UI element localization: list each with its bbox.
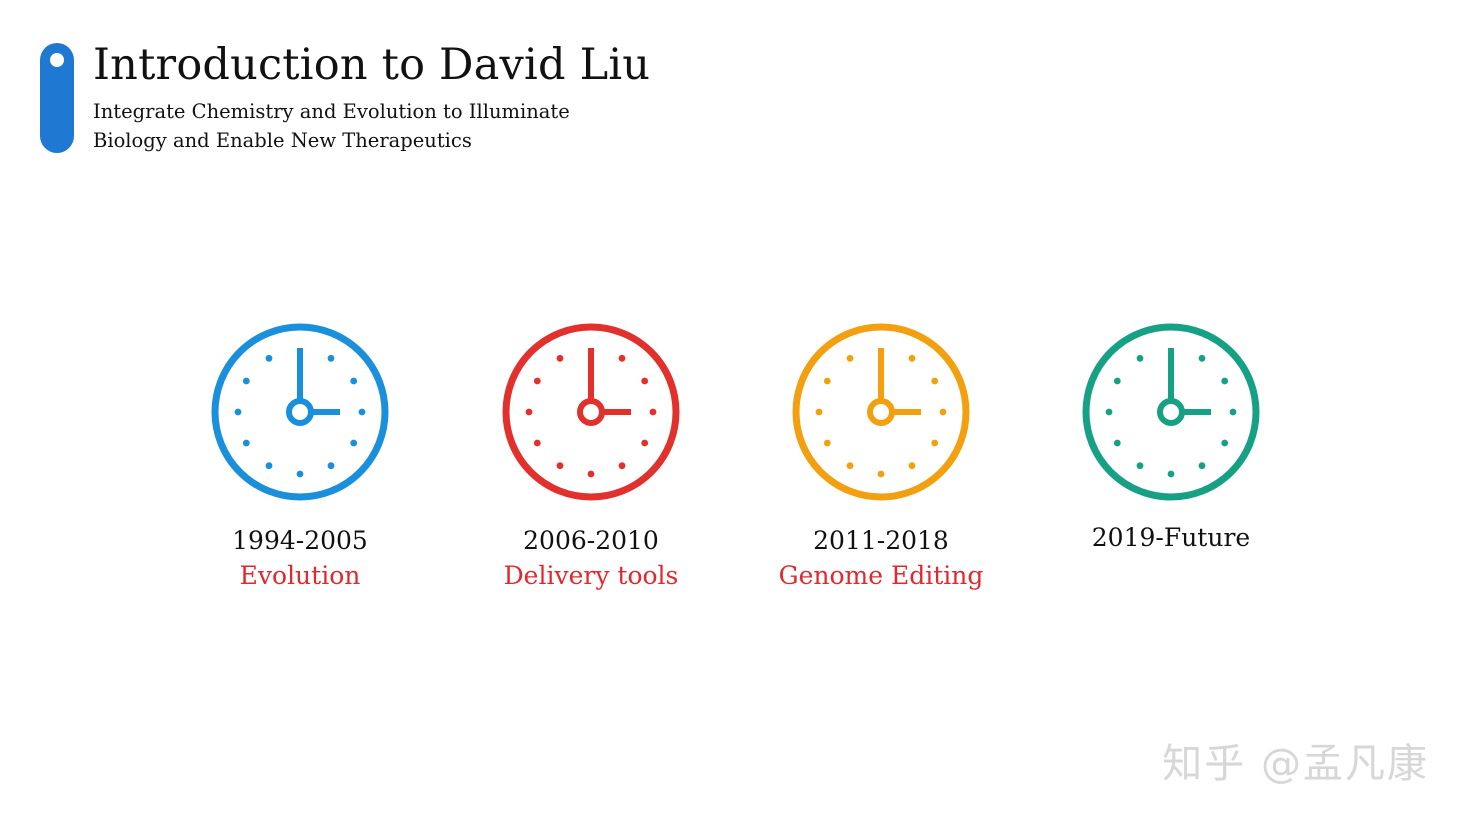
clock-hour-dot (618, 354, 626, 362)
clock-hour-dot (350, 439, 358, 447)
clock-hour-dot (265, 462, 273, 470)
clock-hour-dot (641, 377, 649, 385)
clock-icon (502, 323, 680, 501)
period-years: 2011-2018 (813, 526, 949, 555)
clock-hour-dot (1113, 377, 1121, 385)
period-years: 1994-2005 (232, 526, 368, 555)
clock-hour-dot (908, 462, 916, 470)
clock-hour-dot (556, 462, 564, 470)
clock-hour-dot (1221, 377, 1229, 385)
clock-face (792, 323, 970, 501)
clock-hour-dot (877, 470, 885, 478)
clock-hour-dot (939, 408, 947, 416)
title-pin-marker (40, 43, 74, 153)
clock-icon (792, 323, 970, 501)
pin-hole (50, 53, 64, 67)
clock-hour-dot (265, 354, 273, 362)
clock-center-pivot (577, 398, 605, 426)
clock-hour-dot (234, 408, 242, 416)
watermark-text: 知乎 @孟凡康 (1162, 741, 1429, 787)
period-years: 2019-Future (1091, 523, 1251, 552)
clock-hour-dot (525, 408, 533, 416)
clock-icon (1082, 323, 1260, 501)
clock-center-pivot (286, 398, 314, 426)
clock-hour-dot (1113, 439, 1121, 447)
clock-hour-dot (1198, 354, 1206, 362)
clock-hour-dot (846, 462, 854, 470)
clock-hour-dot (242, 377, 250, 385)
clock-hour-dot (1105, 408, 1113, 416)
clock-hour-dot (931, 377, 939, 385)
period-topic: Evolution (239, 561, 361, 590)
clock-hour-dot (1136, 462, 1144, 470)
clock-hour-dot (908, 354, 916, 362)
clock-hour-dot (327, 354, 335, 362)
clock-hour-dot (1221, 439, 1229, 447)
clock-hour-dot (1229, 408, 1237, 416)
clock-hour-dot (618, 462, 626, 470)
clock-face (211, 323, 389, 501)
clock-hour-dot (846, 354, 854, 362)
clock-hour-dot (1198, 462, 1206, 470)
subtitle-line-2: Biology and Enable New Therapeutics (93, 129, 472, 152)
clock-hour-dot (358, 408, 366, 416)
clock-icon (211, 323, 389, 501)
clock-hour-dot (242, 439, 250, 447)
period-years: 2006-2010 (523, 526, 659, 555)
clock-hour-dot (1167, 470, 1175, 478)
clock-face (502, 323, 680, 501)
clock-hour-dot (931, 439, 939, 447)
clock-hour-dot (556, 354, 564, 362)
clock-center-pivot (867, 398, 895, 426)
clock-hour-dot (296, 470, 304, 478)
timeline-item-4: 2019-Future (1026, 320, 1316, 555)
clock-hour-dot (587, 470, 595, 478)
clock-hour-dot (823, 377, 831, 385)
timeline-item-3: 2011-2018 Genome Editing (736, 320, 1026, 594)
clock-hour-dot (350, 377, 358, 385)
clock-hour-dot (533, 377, 541, 385)
timeline-item-1: 1994-2005 Evolution (155, 320, 445, 594)
clock-hour-dot (823, 439, 831, 447)
subtitle-line-1: Integrate Chemistry and Evolution to Ill… (93, 100, 570, 123)
period-topic: Delivery tools (503, 561, 679, 590)
clock-face (1082, 323, 1260, 501)
period-topic: Genome Editing (778, 561, 984, 590)
clock-hour-dot (533, 439, 541, 447)
clock-hour-dot (327, 462, 335, 470)
clock-center-pivot (1157, 398, 1185, 426)
clock-hour-dot (649, 408, 657, 416)
page-title: Introduction to David Liu (93, 40, 651, 90)
clock-hour-dot (641, 439, 649, 447)
page-subtitle: Integrate Chemistry and Evolution to Ill… (93, 97, 653, 155)
timeline-item-2: 2006-2010 Delivery tools (446, 320, 736, 594)
clock-hour-dot (815, 408, 823, 416)
clock-hour-dot (1136, 354, 1144, 362)
